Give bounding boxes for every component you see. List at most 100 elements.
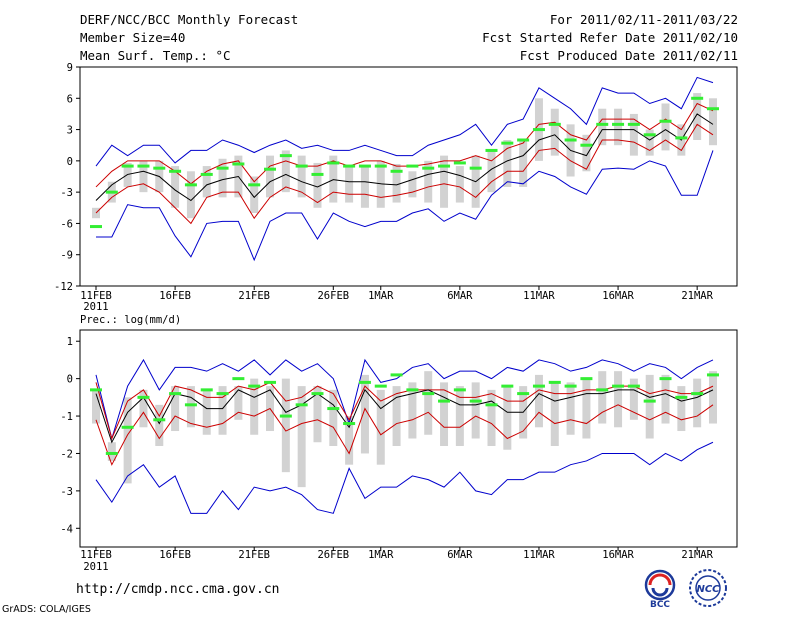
p1-spread-box (250, 176, 259, 213)
p1-observed-mark (485, 148, 498, 152)
p1-observed-mark (232, 162, 245, 166)
chart-title: DERF/NCC/BCC Monthly Forecast (80, 12, 299, 27)
p2-observed-mark (643, 399, 656, 403)
p1-ytick-label: -9 (60, 250, 73, 262)
p2-spread-box (92, 389, 100, 424)
p2-spread-box (107, 442, 116, 461)
p2-spread-box (487, 389, 496, 446)
p2-max-line (95, 358, 714, 441)
p1-spread-box (171, 166, 180, 208)
p2-spread-box (202, 389, 211, 435)
p2-observed-mark (105, 451, 118, 455)
p2-observed-mark (248, 384, 261, 388)
p2-observed-mark (422, 392, 435, 396)
p2-plot-frame (79, 329, 738, 548)
p1-spread-box (297, 155, 306, 198)
p2-ytick-label: -1 (60, 411, 73, 423)
forecast-period: For 2011/02/11-2011/03/22 (549, 12, 738, 27)
svg-text:BCC: BCC (650, 600, 670, 608)
p1-ytick-label: 0 (67, 156, 73, 168)
p2-spread-box (661, 374, 670, 424)
p2-spread-box (440, 382, 449, 446)
p2-observed-mark (453, 388, 466, 392)
p1-observed-mark (438, 164, 451, 168)
p2-spread-box (360, 374, 369, 454)
p1-observed-mark (612, 122, 625, 126)
p2-observed-mark (90, 388, 102, 392)
p2-observed-mark (501, 384, 514, 388)
p1-observed-mark (675, 136, 688, 140)
p2-ytick-label: -3 (60, 486, 73, 498)
p1-spread-box (598, 108, 607, 146)
p2-spread-box (329, 389, 338, 446)
p2-spread-box (392, 386, 401, 446)
p1-min-line (96, 150, 714, 262)
p2-spread-box (123, 397, 132, 484)
p2-xtick-label: 11MAR (523, 549, 555, 561)
grads-credit: GrADS: COLA/IGES (2, 604, 91, 615)
p1-spread-box (345, 166, 354, 203)
p2-observed-mark (596, 388, 609, 392)
p1-spread-box (487, 150, 496, 193)
p2-observed-mark (438, 399, 451, 403)
p1-observed-mark (137, 164, 150, 168)
variable-label: Mean Surf. Temp.: °C (80, 48, 231, 63)
svg-text:NCC: NCC (696, 584, 720, 595)
p2-observed-mark (612, 384, 625, 388)
p2-observed-mark (469, 399, 482, 403)
p1-observed-mark (453, 161, 466, 165)
p1-spread-box (139, 160, 148, 193)
p1-observed-mark (659, 119, 672, 123)
p2-spread-box (534, 374, 543, 428)
p1-observed-mark (169, 169, 182, 173)
p2-observed-mark (121, 425, 134, 429)
p1-ytick-label: 3 (67, 125, 73, 137)
p2-observed-mark (406, 388, 419, 392)
p2-observed-mark (374, 384, 387, 388)
p2-xtick-label: 11FEB (80, 549, 112, 561)
p1-spread-box (550, 108, 559, 156)
p1-observed-mark (200, 172, 213, 176)
p1-spread-box (360, 166, 369, 208)
p2-xtick-label: 16FEB (159, 549, 191, 561)
p1-spread-box (519, 140, 528, 187)
p2-spread-box (155, 404, 164, 446)
p1-spread-box (186, 171, 195, 219)
p2-min-line (95, 441, 714, 514)
p1-spread-box (661, 103, 670, 151)
p2-observed-mark (327, 407, 340, 411)
p1-observed-mark (90, 225, 102, 229)
p2-spread-box (234, 386, 243, 420)
p1-xtick-label: 11FEB (80, 290, 112, 302)
p1-observed-mark (691, 96, 704, 100)
p2-xtick-label: 26FEB (317, 549, 349, 561)
p1-observed-mark (390, 169, 403, 173)
p1-spread-box (313, 162, 322, 208)
p1-xtick-label: 21MAR (681, 290, 713, 302)
p1-spread-box (629, 113, 638, 156)
p1-observed-mark (548, 122, 561, 126)
p2-spread-box (471, 382, 480, 439)
p2-spread-box (171, 386, 180, 432)
p2-spread-box (297, 386, 306, 488)
p2-xtick-label: 6MAR (447, 549, 473, 561)
p2-observed-mark (564, 384, 577, 388)
prec-title: Prec.: log(mm/d) (80, 314, 181, 326)
p2-median-line (95, 388, 714, 444)
p1-observed-mark (264, 167, 277, 171)
p2-spread-box (645, 374, 654, 439)
p1-observed-mark (311, 172, 324, 176)
p2-spread-box (629, 378, 638, 420)
p1-xtick-label: 11MAR (523, 290, 555, 302)
p2-observed-mark (279, 414, 292, 418)
p2-observed-mark (295, 403, 308, 407)
p2-observed-mark (264, 380, 277, 384)
p1-observed-mark (469, 166, 482, 170)
p1-ytick-label: 6 (67, 93, 73, 105)
website-url[interactable]: http://cmdp.ncc.cma.gov.cn (76, 582, 280, 597)
p2-spread-box (408, 382, 417, 439)
p1-spread-box (266, 155, 275, 198)
p1-observed-mark (279, 154, 292, 158)
p2-spread-box (345, 416, 354, 465)
